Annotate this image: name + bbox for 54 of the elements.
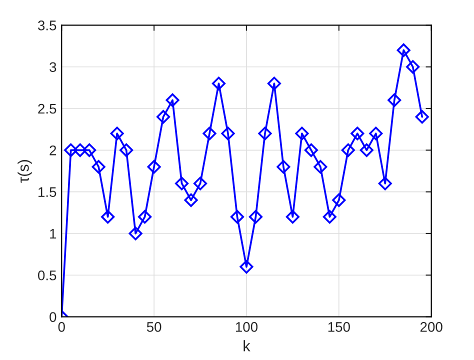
point (184, 193, 198, 207)
point (82, 143, 96, 157)
y-tick-label: 0 (50, 312, 56, 322)
point (314, 160, 328, 174)
point (230, 210, 244, 224)
point (221, 126, 235, 140)
point (388, 93, 402, 107)
point (138, 210, 152, 224)
y-axis-title: τ(s) (18, 160, 32, 183)
point (406, 60, 420, 74)
y-tick-label: 1.5 (38, 187, 56, 197)
point (322, 210, 336, 224)
x-tick-label: 100 (236, 322, 258, 332)
y-tick-label: 3 (50, 62, 56, 72)
point (369, 126, 383, 140)
point (286, 210, 300, 224)
point (341, 143, 355, 157)
point (202, 126, 216, 140)
point (166, 93, 180, 107)
point (350, 126, 364, 140)
point (240, 260, 254, 274)
x-tick-label: 0 (58, 322, 65, 332)
y-tick-label: 0.5 (38, 270, 56, 280)
point (276, 160, 290, 174)
x-tick-label: 50 (146, 322, 162, 332)
y-tick-label: 1 (50, 228, 56, 239)
point (267, 76, 282, 90)
x-tick-label: 200 (420, 322, 442, 332)
point (128, 226, 142, 240)
point (147, 160, 161, 174)
point (360, 143, 374, 157)
point (415, 110, 429, 124)
point (212, 76, 226, 90)
point (92, 160, 106, 174)
x-tick-label: 150 (328, 322, 350, 332)
point (193, 176, 208, 190)
point (378, 176, 392, 190)
point (248, 210, 263, 224)
point (332, 193, 346, 207)
y-tick-label: 2.5 (38, 104, 56, 114)
point (64, 143, 78, 157)
point (120, 143, 134, 157)
point (156, 110, 170, 124)
point (101, 210, 115, 224)
y-tick-label: 3.5 (38, 20, 56, 30)
x-axis-title: k (244, 340, 250, 352)
point (295, 126, 309, 140)
point (258, 126, 272, 140)
point (396, 43, 410, 57)
point (73, 143, 87, 157)
y-tick-label: 2 (50, 146, 56, 156)
point (174, 176, 189, 190)
point (110, 126, 124, 140)
point (304, 143, 318, 157)
